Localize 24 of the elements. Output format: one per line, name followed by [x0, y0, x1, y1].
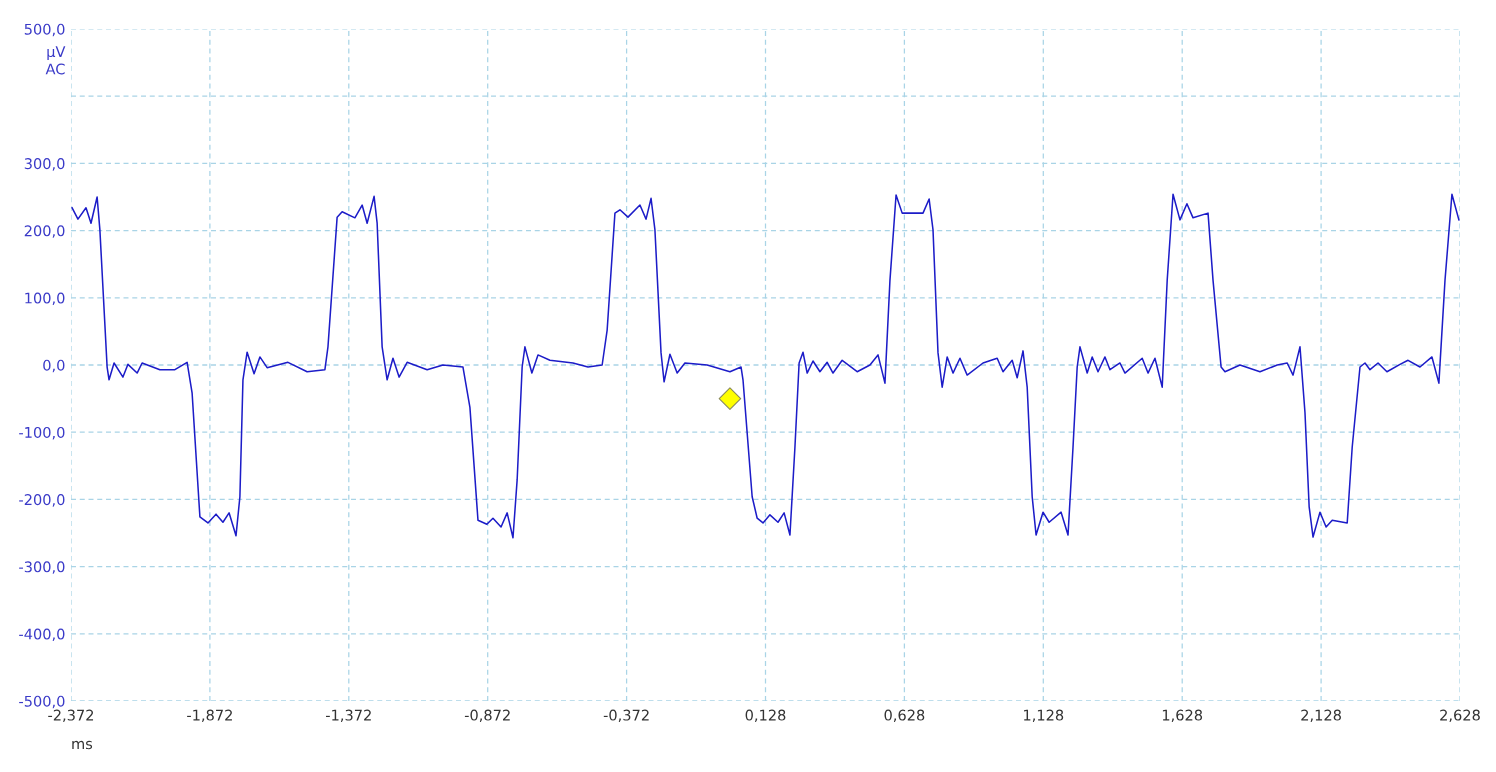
x-axis-title: ms — [72, 740, 93, 750]
y-tick-label: -200,0 — [19, 494, 65, 507]
x-tick-label: -0,872 — [464, 709, 510, 723]
x-tick-label: 0,628 — [884, 709, 925, 723]
y-tick-label: -100,0 — [19, 426, 65, 440]
x-tick-label: 0,128 — [745, 709, 786, 723]
y-axis-title: µV AC — [45, 46, 66, 75]
x-tick-label: 2,628 — [1440, 709, 1480, 723]
x-tick-label: -2,372 — [48, 709, 94, 723]
x-tick-label: 1,628 — [1162, 709, 1203, 723]
x-tick-label: 2,128 — [1301, 709, 1341, 723]
line-series — [71, 193, 1460, 539]
y-tick-label: 200,0 — [24, 225, 65, 238]
y-tick-label: -400,0 — [19, 628, 65, 642]
y-tick-label: -300,0 — [19, 561, 65, 574]
y-tick-label: -500,0 — [19, 695, 65, 709]
y-tick-label: 0,0 — [43, 359, 65, 373]
y-tick-label: 500,0 — [24, 23, 65, 37]
y-tick-label: 100,0 — [25, 292, 65, 306]
x-tick-label: 1,128 — [1024, 709, 1064, 723]
y-tick-label: 300,0 — [24, 158, 65, 171]
x-tick-label: -1,372 — [326, 709, 371, 723]
x-tick-label: -0,372 — [603, 709, 649, 723]
x-tick-label: -1,872 — [187, 709, 232, 723]
